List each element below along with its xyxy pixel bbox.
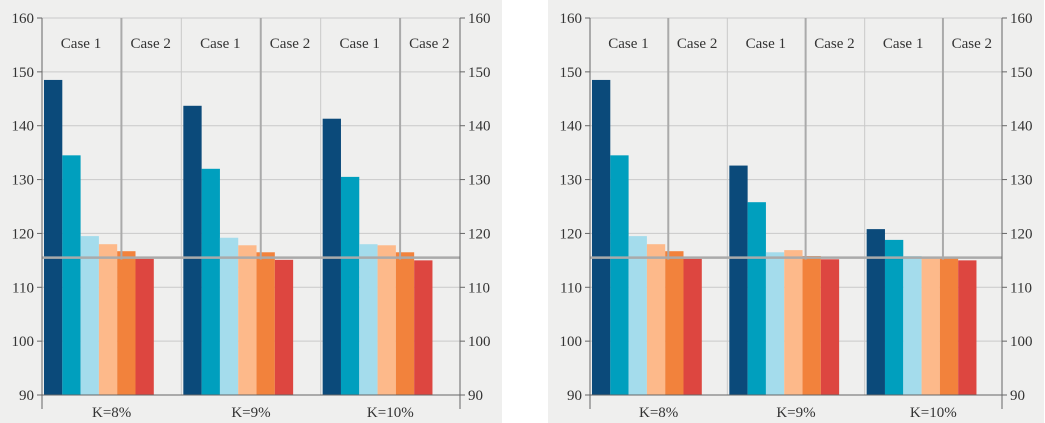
bar-K=10%-s5 [939,257,959,395]
y-tick-label-left: 110 [12,280,34,296]
case-label: Case 1 [608,36,648,52]
y-tick-label-right: 130 [1010,173,1033,189]
bar-K=8%-s3 [628,236,647,395]
y-tick-label-left: 110 [560,280,582,296]
y-tick-label-right: 140 [1010,119,1033,135]
case-label: Case 2 [409,36,449,52]
y-tick-label-right: 110 [468,280,490,296]
bar-K=9%-s3 [219,237,239,395]
case-label: Case 2 [952,36,992,52]
case-label: Case 2 [677,36,717,52]
case-label: Case 2 [270,36,310,52]
bar-K=8%-s6 [135,258,154,395]
bar-K=8%-s3 [80,236,99,395]
bar-K=10%-s1 [866,229,885,395]
y-tick-label-right: 100 [1010,334,1033,350]
bar-K=9%-s6 [820,259,840,395]
group-label: K=8% [639,405,678,421]
bar-K=10%-s4 [921,257,940,395]
y-tick-label-left: 130 [560,173,583,189]
bar-K=8%-s6 [683,258,702,395]
y-tick-label-left: 100 [560,334,583,350]
group-label: K=10% [367,405,414,421]
bar-K=9%-s1 [183,105,202,395]
bar-K=9%-s3 [765,252,785,395]
y-tick-label-left: 90 [567,388,582,404]
chart-panel-2: Case 1 Case 2 K=8% Case 1 Case 2 K=9% Case 1 Ca… [548,0,1044,423]
bar-K=8%-s1 [44,79,63,395]
case-label: Case 2 [814,36,854,52]
y-tick-label-left: 130 [12,173,35,189]
bar-K=8%-s1 [592,79,611,395]
group-label: K=8% [92,405,131,421]
case-label: Case 1 [61,36,101,52]
bar-K=8%-s4 [646,244,666,395]
bar-K=10%-s3 [359,244,378,395]
y-tick-label-left: 120 [12,226,35,242]
y-tick-label-right: 90 [468,388,483,404]
y-tick-label-left: 150 [560,65,583,81]
bar-K=8%-s2 [62,155,81,395]
bar-K=8%-s5 [665,251,684,395]
bar-K=10%-s2 [884,239,904,395]
bar-K=10%-s4 [377,245,396,395]
y-tick-label-right: 90 [1010,388,1025,404]
group-label: K=10% [910,405,957,421]
bar-K=9%-s4 [784,250,803,395]
y-tick-label-left: 160 [12,11,35,27]
bar-K=9%-s4 [238,245,257,395]
case-label: Case 1 [200,36,240,52]
y-tick-label-right: 110 [1010,280,1032,296]
group-label: K=9% [231,405,270,421]
bar-K=10%-s6 [414,260,433,395]
y-tick-label-right: 140 [468,119,491,135]
bar-K=8%-s5 [117,251,136,395]
y-tick-label-right: 160 [468,11,491,27]
bar-K=10%-s6 [958,260,977,395]
case-label: Case 2 [130,36,170,52]
bar-K=9%-s1 [729,165,748,395]
y-tick-label-left: 100 [12,334,35,350]
y-tick-label-left: 160 [560,11,583,27]
chart-panel-1: Case 1 Case 2 K=8% Case 1 Case 2 K=9% Case 1 Ca… [0,0,502,423]
case-label: Case 1 [339,36,379,52]
case-label: Case 1 [746,36,786,52]
bar-K=8%-s4 [98,244,118,395]
y-tick-label-left: 150 [12,65,35,81]
y-tick-label-right: 150 [468,65,491,81]
y-tick-label-right: 120 [468,226,491,242]
y-tick-label-right: 120 [1010,226,1033,242]
bar-K=9%-s5 [802,256,821,395]
bar-K=9%-s6 [274,259,294,395]
y-tick-label-right: 100 [468,334,491,350]
y-tick-label-left: 90 [19,388,34,404]
y-tick-label-left: 140 [560,119,583,135]
bar-K=9%-s2 [747,202,766,395]
y-tick-label-right: 150 [1010,65,1033,81]
y-tick-label-left: 120 [560,226,583,242]
bar-K=9%-s2 [201,168,220,395]
case-label: Case 1 [883,36,923,52]
bar-K=10%-s5 [395,252,415,395]
y-tick-label-right: 160 [1010,11,1033,27]
y-tick-label-left: 140 [12,119,35,135]
group-label: K=9% [776,405,815,421]
bar-K=9%-s5 [256,252,275,395]
y-tick-label-right: 130 [468,173,491,189]
bar-K=10%-s2 [340,176,360,395]
bar-K=8%-s2 [610,155,629,395]
bar-K=10%-s3 [903,256,922,395]
